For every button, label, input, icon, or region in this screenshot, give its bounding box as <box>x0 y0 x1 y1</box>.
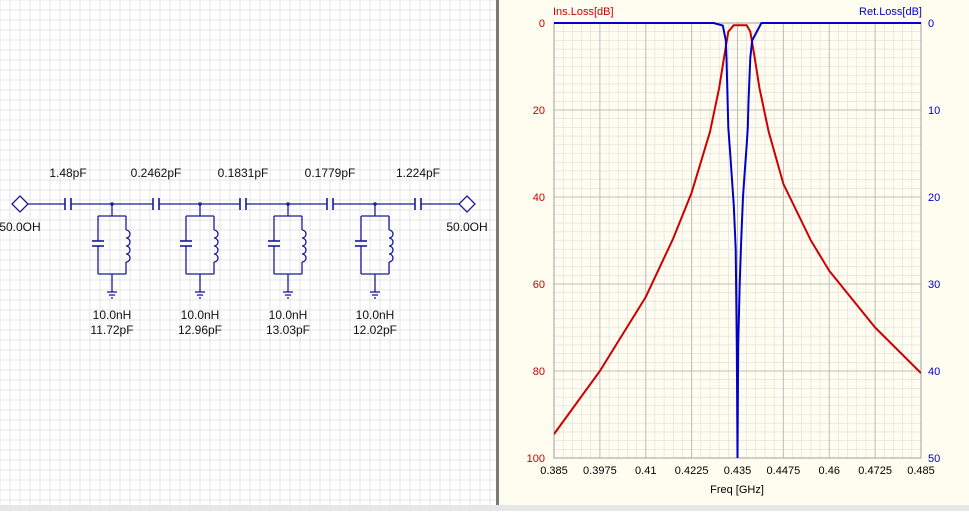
status-strip <box>0 505 969 511</box>
return-loss-line <box>554 22 921 458</box>
x-tick-label: 0.4725 <box>858 465 892 477</box>
inductor-coil-icon <box>213 229 219 263</box>
left-y-tick-label: 60 <box>533 279 545 291</box>
series-cap-label-3: 0.1831pF <box>218 166 269 180</box>
left-y-tick-label: 100 <box>527 453 545 465</box>
left-axis-title: Ins.Loss[dB] <box>553 6 614 18</box>
left-y-tick-label: 80 <box>533 366 545 378</box>
schematic-pane: 1.48pF 0.2462pF 0.1831pF 0.1779pF 1.224p… <box>0 0 496 511</box>
x-tick-label: 0.4475 <box>767 465 801 477</box>
left-y-tick-label: 40 <box>533 192 545 204</box>
pane-divider[interactable] <box>496 0 499 511</box>
resonator-4-capacitor-label: 12.02pF <box>353 323 397 337</box>
resonator-3-inductor-label: 10.0nH <box>269 308 308 322</box>
right-y-tick-label: 50 <box>928 453 940 465</box>
right-y-tick-label: 10 <box>928 105 940 117</box>
x-tick-label: 0.46 <box>819 465 840 477</box>
resonator-2-capacitor-label: 12.96pF <box>178 323 222 337</box>
filter-schematic: 1.48pF 0.2462pF 0.1831pF 0.1779pF 1.224p… <box>0 0 496 511</box>
inductor-coil-icon <box>301 229 307 263</box>
x-axis-title: Freq [GHz] <box>710 484 764 496</box>
right-y-tick-label: 0 <box>928 18 934 30</box>
load-port-label: 50.0OH <box>446 220 487 234</box>
x-tick-label: 0.4225 <box>675 465 709 477</box>
plot-pane: 0.385 0.3975 0.41 0.4225 0.435 0.4475 0.46 0.47… <box>499 0 969 511</box>
left-y-tick-label: 0 <box>539 18 545 30</box>
left-y-tick-label: 20 <box>533 105 545 117</box>
series-cap-label-4: 0.1779pF <box>305 166 356 180</box>
series-cap-label-2: 0.2462pF <box>131 166 182 180</box>
right-y-tick-label: 30 <box>928 279 940 291</box>
x-tick-label: 0.435 <box>724 465 752 477</box>
load-port-icon <box>458 195 476 213</box>
resonator-1-inductor-label: 10.0nH <box>93 308 132 322</box>
source-port-icon <box>11 195 29 213</box>
resonator-3-capacitor-label: 13.03pF <box>266 323 310 337</box>
x-tick-label: 0.41 <box>635 465 656 477</box>
resonator-1-capacitor-label: 11.72pF <box>90 323 133 337</box>
right-y-tick-label: 20 <box>928 192 940 204</box>
inductor-coil-icon <box>388 229 394 263</box>
insertion-loss-line <box>554 24 921 435</box>
right-axis-title: Ret.Loss[dB] <box>859 6 922 18</box>
resonator-2-inductor-label: 10.0nH <box>181 308 220 322</box>
resonator-4-inductor-label: 10.0nH <box>356 308 395 322</box>
right-y-tick-label: 40 <box>928 366 940 378</box>
x-tick-label: 0.485 <box>907 465 935 477</box>
series-cap-label-1: 1.48pF <box>49 166 86 180</box>
response-plot: 0.385 0.3975 0.41 0.4225 0.435 0.4475 0.46 0.47… <box>527 6 941 496</box>
inductor-coil-icon <box>125 229 131 263</box>
source-port-label: 50.0OH <box>0 220 41 234</box>
series-cap-label-5: 1.224pF <box>396 166 440 180</box>
x-tick-label: 0.385 <box>540 465 568 477</box>
x-tick-label: 0.3975 <box>583 465 617 477</box>
